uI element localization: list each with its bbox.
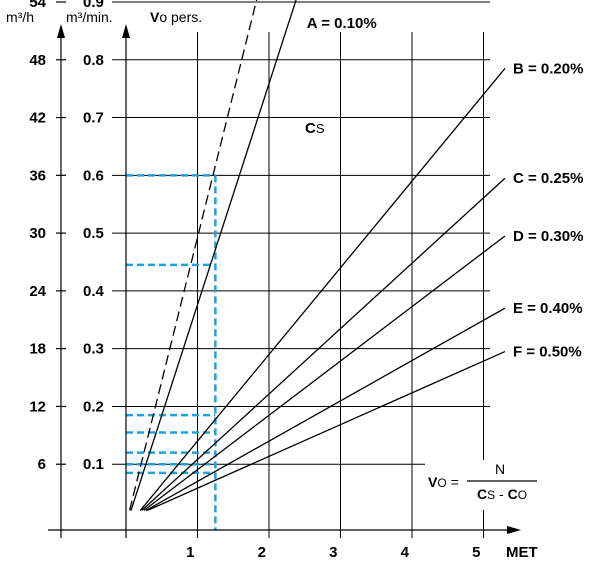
x-tick-label: 4 — [401, 544, 410, 561]
inner-y-arrow — [122, 24, 130, 38]
outer-y-tick-label: 12 — [29, 398, 46, 415]
left-inner-unit: m³/min. — [66, 9, 113, 25]
outer-y-arrow — [57, 24, 65, 38]
series-label-d: D = 0.30% — [513, 228, 583, 245]
inner-y-tick-label: 0.5 — [83, 225, 104, 242]
series-label-c: C = 0.25% — [513, 170, 583, 187]
series-line-cs — [128, 0, 258, 511]
formula-numerator: N — [495, 461, 505, 477]
y-axis-title: Vo pers. — [150, 9, 202, 25]
series-line-c — [141, 177, 506, 511]
inner-y-tick-label: 0.1 — [83, 456, 104, 473]
inner-y-tick-label: 0.3 — [83, 341, 104, 358]
formula-background — [425, 460, 543, 510]
inner-y-tick-label: 0.7 — [83, 110, 104, 127]
x-axis-arrow — [507, 526, 521, 534]
axes: 612182430364248540.10.20.30.40.50.60.70.… — [29, 0, 521, 561]
series-label-b: B = 0.20% — [513, 60, 583, 77]
formula-denominator: CS - CO — [477, 486, 527, 502]
series-line-d — [143, 235, 506, 511]
inner-y-tick-label: 0.4 — [83, 283, 105, 300]
inner-y-tick-label: 0.2 — [83, 398, 104, 415]
series-line-a — [130, 0, 297, 511]
outer-y-tick-label: 54 — [29, 0, 46, 11]
formula: VO = N CS - CO — [425, 460, 543, 510]
x-tick-label: 1 — [186, 544, 194, 561]
grid — [112, 1, 490, 538]
cs-annotation: CS — [305, 120, 325, 137]
series-label-f: F = 0.50% — [513, 344, 582, 361]
series-line-f — [147, 350, 506, 512]
outer-y-tick-label: 48 — [29, 52, 46, 69]
outer-y-tick-label: 6 — [38, 456, 46, 473]
x-axis-label: MET — [506, 544, 538, 561]
outer-y-tick-label: 42 — [29, 110, 46, 127]
series-line-e — [145, 307, 506, 512]
series-line-b — [139, 68, 506, 511]
guide-lines — [126, 174, 217, 530]
x-tick-label: 5 — [472, 544, 480, 561]
left-outer-unit: m³/h — [6, 9, 34, 25]
inner-y-tick-label: 0.9 — [83, 0, 104, 11]
outer-y-tick-label: 36 — [29, 167, 46, 184]
series-lines: A = 0.10% B = 0.20% C = 0.25% D = 0.30% E = … — [128, 0, 583, 512]
inner-y-tick-label: 0.8 — [83, 52, 104, 69]
inner-y-tick-label: 0.6 — [83, 167, 104, 184]
outer-y-tick-label: 18 — [29, 341, 46, 358]
x-tick-label: 3 — [329, 544, 337, 561]
formula-lhs: VO = — [428, 474, 459, 490]
outer-y-tick-label: 24 — [29, 283, 46, 300]
x-tick-label: 2 — [258, 544, 266, 561]
series-label-e: E = 0.40% — [513, 300, 583, 317]
outer-y-tick-label: 30 — [29, 225, 46, 242]
series-label-a: A = 0.10% — [307, 15, 377, 32]
